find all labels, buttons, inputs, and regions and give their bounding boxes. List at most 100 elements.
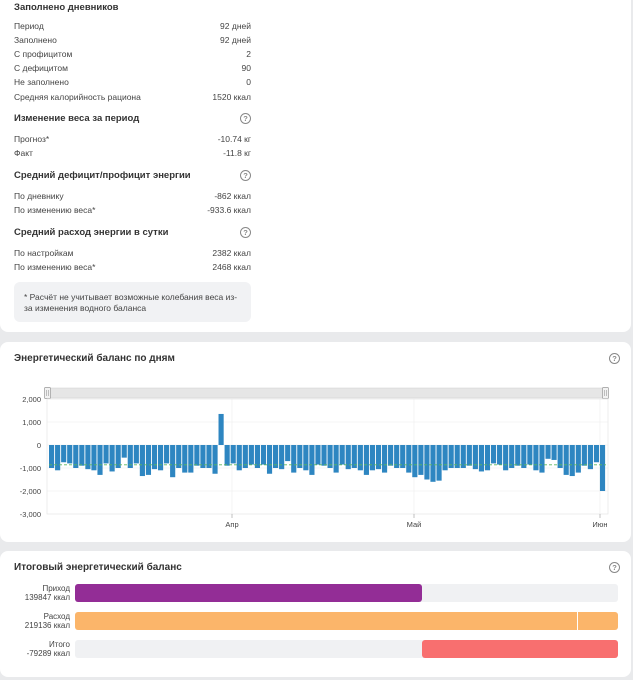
help-icon[interactable]: ? [609, 353, 620, 364]
energy-bar[interactable] [388, 445, 394, 466]
energy-bar[interactable] [303, 445, 309, 471]
energy-bar[interactable] [466, 445, 472, 466]
energy-bar[interactable] [563, 445, 569, 475]
energy-bar[interactable] [521, 445, 527, 468]
range-selector-track[interactable] [46, 387, 609, 399]
energy-bar[interactable] [103, 445, 109, 464]
energy-bar[interactable] [176, 445, 182, 468]
energy-bar[interactable] [539, 445, 545, 473]
energy-bar[interactable] [200, 445, 206, 468]
energy-bar[interactable] [133, 445, 139, 464]
energy-bar[interactable] [430, 445, 436, 482]
energy-bar[interactable] [551, 445, 557, 460]
energy-bar[interactable] [188, 445, 194, 473]
energy-bar[interactable] [321, 445, 327, 466]
energy-bar[interactable] [79, 445, 85, 466]
energy-bar[interactable] [587, 445, 593, 470]
energy-bar[interactable] [533, 445, 539, 471]
energy-bar[interactable] [599, 445, 606, 491]
energy-bar[interactable] [279, 445, 285, 470]
energy-bar[interactable] [581, 445, 587, 466]
range-handle-right[interactable] [602, 387, 609, 399]
energy-bar[interactable] [145, 445, 152, 475]
energy-bar[interactable] [478, 445, 485, 472]
energy-bar[interactable] [394, 445, 400, 468]
energy-bar[interactable] [557, 445, 563, 468]
energy-bar[interactable] [266, 445, 273, 474]
energy-bar[interactable] [182, 445, 188, 473]
energy-bar[interactable] [218, 413, 224, 445]
energy-bar[interactable] [260, 445, 267, 465]
energy-bar[interactable] [115, 445, 121, 468]
energy-bar[interactable] [242, 445, 248, 468]
energy-bar[interactable] [212, 445, 218, 474]
energy-bar[interactable] [333, 445, 339, 473]
energy-bar[interactable] [291, 445, 297, 473]
help-icon[interactable]: ? [240, 170, 251, 181]
energy-bar[interactable] [351, 445, 357, 468]
energy-bar[interactable] [273, 445, 279, 468]
energy-bar[interactable] [375, 445, 382, 470]
energy-bar[interactable] [448, 445, 454, 468]
energy-bar[interactable] [194, 445, 200, 466]
energy-bar[interactable] [345, 445, 351, 470]
energy-bar[interactable] [575, 445, 581, 473]
energy-bar[interactable] [460, 445, 466, 468]
energy-bar[interactable] [593, 445, 600, 463]
energy-bar[interactable] [297, 445, 303, 468]
energy-bar[interactable] [164, 445, 170, 464]
energy-bar[interactable] [236, 445, 242, 471]
energy-bar[interactable] [85, 445, 91, 470]
energy-bar[interactable] [484, 445, 491, 471]
energy-bar[interactable] [170, 445, 176, 478]
energy-bar[interactable] [497, 445, 503, 465]
energy-bar[interactable] [472, 445, 478, 470]
energy-bar[interactable] [139, 445, 145, 477]
energy-bar[interactable] [206, 445, 212, 468]
energy-bar[interactable] [339, 445, 345, 465]
energy-bar[interactable] [248, 445, 254, 465]
help-icon[interactable]: ? [609, 562, 620, 573]
energy-bar[interactable] [127, 445, 133, 468]
energy-bar[interactable] [315, 445, 321, 465]
energy-bar[interactable] [67, 445, 73, 464]
energy-bar[interactable] [151, 445, 158, 470]
energy-bar[interactable] [527, 445, 533, 465]
energy-bar[interactable] [381, 445, 388, 473]
energy-bar[interactable] [55, 445, 61, 471]
energy-bar[interactable] [109, 445, 115, 472]
energy-bar[interactable] [73, 445, 79, 468]
range-handle-left[interactable] [44, 387, 51, 399]
energy-bar[interactable] [418, 445, 424, 475]
energy-bar[interactable] [230, 445, 236, 464]
energy-bar[interactable] [569, 445, 575, 477]
energy-bar[interactable] [91, 445, 97, 471]
energy-bar[interactable] [49, 445, 55, 468]
energy-bar[interactable] [327, 445, 333, 468]
energy-bar[interactable] [97, 445, 103, 475]
help-icon[interactable]: ? [240, 227, 251, 238]
energy-bar[interactable] [369, 445, 376, 471]
energy-bar[interactable] [424, 445, 430, 480]
energy-bar[interactable] [442, 445, 448, 471]
energy-bar[interactable] [121, 445, 127, 458]
energy-bar[interactable] [224, 445, 230, 466]
energy-bar[interactable] [454, 445, 460, 468]
energy-bar[interactable] [503, 445, 509, 471]
help-icon[interactable]: ? [240, 113, 251, 124]
energy-bar[interactable] [509, 445, 515, 468]
energy-bar[interactable] [406, 445, 412, 473]
energy-bar[interactable] [545, 445, 551, 459]
energy-bar[interactable] [412, 445, 418, 478]
energy-bar[interactable] [436, 445, 442, 481]
energy-bar[interactable] [515, 445, 521, 466]
energy-bar[interactable] [157, 445, 164, 471]
energy-bar[interactable] [61, 445, 67, 463]
energy-bar[interactable] [357, 445, 363, 471]
energy-bar[interactable] [363, 445, 369, 475]
energy-bar[interactable] [309, 445, 315, 475]
energy-bar[interactable] [400, 445, 406, 468]
energy-bar[interactable] [285, 445, 291, 462]
energy-bar[interactable] [254, 445, 260, 468]
energy-bar[interactable] [490, 445, 497, 464]
